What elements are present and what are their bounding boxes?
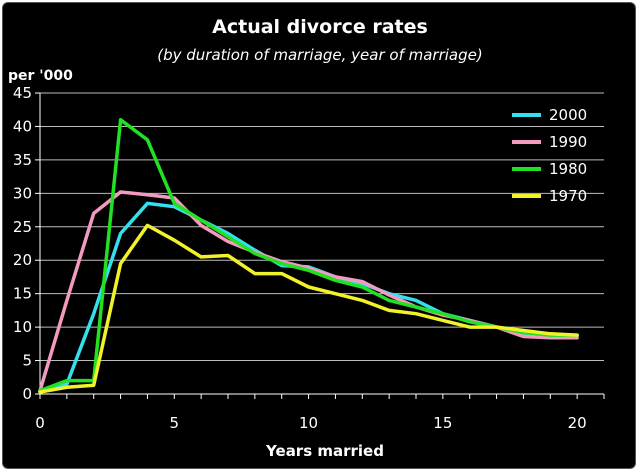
- x-tick-label: 5: [170, 414, 180, 432]
- legend: 2000 1990 1980 1970: [512, 106, 587, 205]
- x-axis-ticks: 0 5 10 15 20: [35, 394, 605, 432]
- y-tick-label: 35: [13, 151, 32, 169]
- gridlines: [40, 92, 604, 362]
- x-axis-title: Years married: [265, 442, 384, 460]
- y-tick-label: 25: [13, 218, 32, 236]
- y-tick-label: 10: [13, 318, 32, 336]
- legend-label-1980: 1980: [549, 160, 587, 178]
- y-tick-label: 40: [13, 117, 32, 135]
- chart-title: Actual divorce rates: [212, 16, 428, 38]
- series-line-1980: [38, 118, 579, 393]
- y-axis-ticks: 0 5 10 15 20 25 30 35 40 45: [13, 84, 40, 403]
- series-line-2000: [38, 201, 579, 393]
- y-tick-label: 30: [13, 184, 32, 202]
- legend-label-2000: 2000: [549, 106, 587, 124]
- series-lines: [38, 118, 579, 394]
- y-tick-label: 0: [22, 385, 32, 403]
- x-tick-label: 0: [35, 414, 45, 432]
- y-tick-label: 15: [13, 285, 32, 303]
- y-tick-label: 5: [22, 352, 32, 370]
- y-tick-label: 45: [13, 84, 32, 102]
- x-tick-label: 10: [299, 414, 318, 432]
- x-tick-label: 15: [433, 414, 452, 432]
- legend-label-1970: 1970: [549, 187, 587, 205]
- y-tick-label: 20: [13, 251, 32, 269]
- y-axis-unit-label: per '000: [8, 68, 73, 84]
- series-line-1970: [38, 223, 579, 394]
- legend-label-1990: 1990: [549, 133, 587, 151]
- axes: [39, 93, 604, 395]
- chart-subtitle: (by duration of marriage, year of marria…: [157, 46, 482, 64]
- x-tick-label: 20: [568, 414, 587, 432]
